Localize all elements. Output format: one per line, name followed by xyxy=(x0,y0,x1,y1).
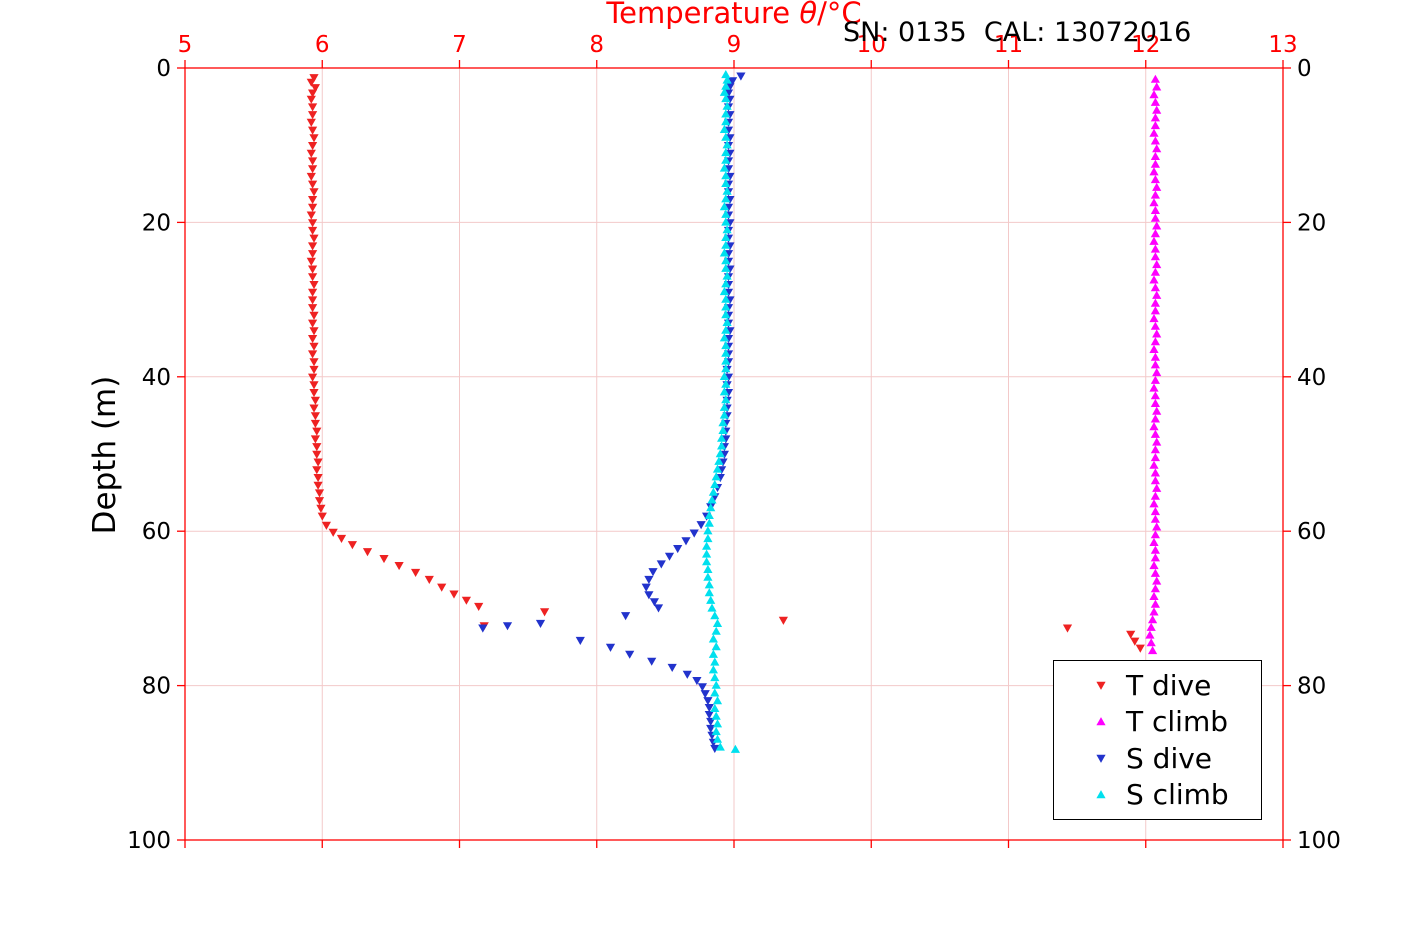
series-t-climb xyxy=(1145,74,1162,655)
calibration-info: SN: 0135 CAL: 13072016 xyxy=(843,17,1192,48)
y-tick-label-right: 80 xyxy=(1297,674,1326,700)
y-tick-label-left: 100 xyxy=(127,828,171,854)
series-s-climb xyxy=(702,70,740,753)
x-tick-label: 11 xyxy=(994,32,1023,58)
y-tick-label-left: 0 xyxy=(156,56,171,82)
y-tick-label-left: 60 xyxy=(142,519,171,545)
y-tick-label-right: 40 xyxy=(1297,365,1326,391)
y-tick-label-left: 80 xyxy=(142,674,171,700)
y-tick-label-left: 40 xyxy=(142,365,171,391)
legend-label-s-climb: S climb xyxy=(1126,778,1229,812)
x-tick-label: 13 xyxy=(1268,32,1297,58)
x-tick-label: 10 xyxy=(857,32,886,58)
legend-item-t-dive: T dive xyxy=(1090,669,1261,702)
x-tick-label: 8 xyxy=(589,32,604,58)
legend-label-t-dive: T dive xyxy=(1126,668,1212,702)
s-dive-marker-icon xyxy=(1096,755,1106,764)
x-tick-label: 5 xyxy=(178,32,193,58)
y-tick-label-left: 20 xyxy=(142,210,171,236)
t-dive-marker-icon xyxy=(1096,682,1106,691)
y-axis-label: Depth (m) xyxy=(87,375,123,535)
legend-item-s-climb: S climb xyxy=(1090,778,1261,811)
series-s-dive xyxy=(478,72,746,753)
series-t-dive xyxy=(306,74,1145,653)
x-tick-label: 12 xyxy=(1131,32,1160,58)
x-tick-label: 6 xyxy=(315,32,330,58)
x-tick-label: 7 xyxy=(452,32,467,58)
x-tick-label: 9 xyxy=(727,32,742,58)
legend-item-t-climb: T climb xyxy=(1090,705,1261,738)
theta-symbol: θ xyxy=(799,0,818,30)
legend: T dive T climb S dive S climb xyxy=(1053,660,1262,820)
title-prefix: Temperature xyxy=(606,0,800,30)
legend-item-s-dive: S dive xyxy=(1090,742,1261,775)
legend-label-t-climb: T climb xyxy=(1126,705,1229,739)
y-tick-label-right: 0 xyxy=(1297,56,1312,82)
legend-label-s-dive: S dive xyxy=(1126,741,1213,775)
t-climb-marker-icon xyxy=(1096,716,1106,725)
y-tick-label-right: 20 xyxy=(1297,210,1326,236)
title-suffix: /°C xyxy=(817,0,862,30)
y-tick-label-right: 100 xyxy=(1297,828,1341,854)
chart-title: Temperature θ/°C xyxy=(185,0,1283,30)
s-climb-marker-icon xyxy=(1096,789,1106,798)
y-tick-label-right: 60 xyxy=(1297,519,1326,545)
